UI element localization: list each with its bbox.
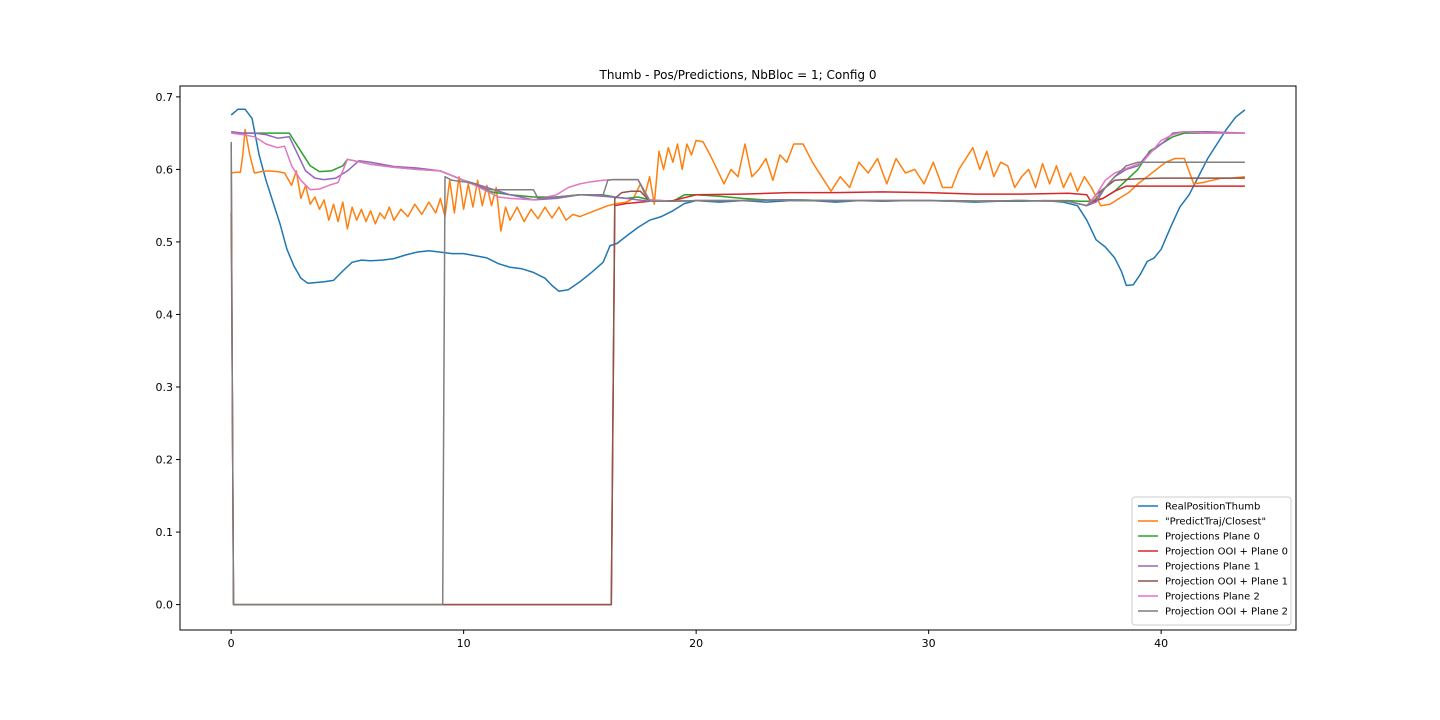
y-tick-label: 0.1 — [156, 526, 174, 539]
legend-label: Projection OOI + Plane 0 — [1165, 547, 1288, 558]
y-axis: 0.0 0.1 0.2 0.3 0.4 0.5 0.6 0.7 — [156, 91, 180, 612]
y-tick-label: 0.2 — [156, 454, 174, 467]
chart-title: Thumb - Pos/Predictions, NbBloc = 1; Con… — [599, 68, 877, 82]
series-line-8 — [230, 141, 1245, 606]
x-tick-label: 10 — [457, 637, 471, 650]
x-axis: 0 10 20 30 40 — [228, 630, 1168, 650]
x-tick-label: 40 — [1154, 637, 1168, 650]
legend-label: Projection OOI + Plane 1 — [1165, 577, 1288, 588]
y-tick-label: 0.0 — [156, 599, 174, 612]
plot-frame — [179, 85, 1297, 631]
x-tick-label: 20 — [689, 637, 703, 650]
y-tick-label: 0.6 — [156, 163, 174, 176]
series-line-7 — [231, 130, 1245, 207]
series-group — [230, 108, 1246, 606]
legend-label: Projection OOI + Plane 2 — [1165, 607, 1288, 618]
y-tick-label: 0.3 — [156, 381, 174, 394]
legend-label: RealPositionThumb — [1165, 502, 1260, 513]
x-tick-label: 30 — [922, 637, 936, 650]
y-tick-label: 0.5 — [156, 236, 174, 249]
legend-label: "PredictTraj/Closest" — [1165, 517, 1266, 528]
legend-label: Projections Plane 0 — [1165, 532, 1260, 543]
legend-box — [1131, 496, 1292, 626]
legend-label: Projections Plane 1 — [1165, 562, 1260, 573]
y-tick-label: 0.4 — [156, 308, 174, 321]
x-tick-label: 0 — [228, 637, 235, 650]
legend-label: Projections Plane 2 — [1165, 592, 1260, 603]
plot-area — [179, 85, 1297, 631]
series-line-1 — [230, 108, 1246, 293]
series-line-5 — [231, 130, 1245, 207]
series-line-2 — [231, 128, 1245, 232]
legend: RealPositionThumb "PredictTraj/Closest" Pr… — [1131, 496, 1292, 626]
y-tick-label: 0.7 — [156, 91, 174, 104]
